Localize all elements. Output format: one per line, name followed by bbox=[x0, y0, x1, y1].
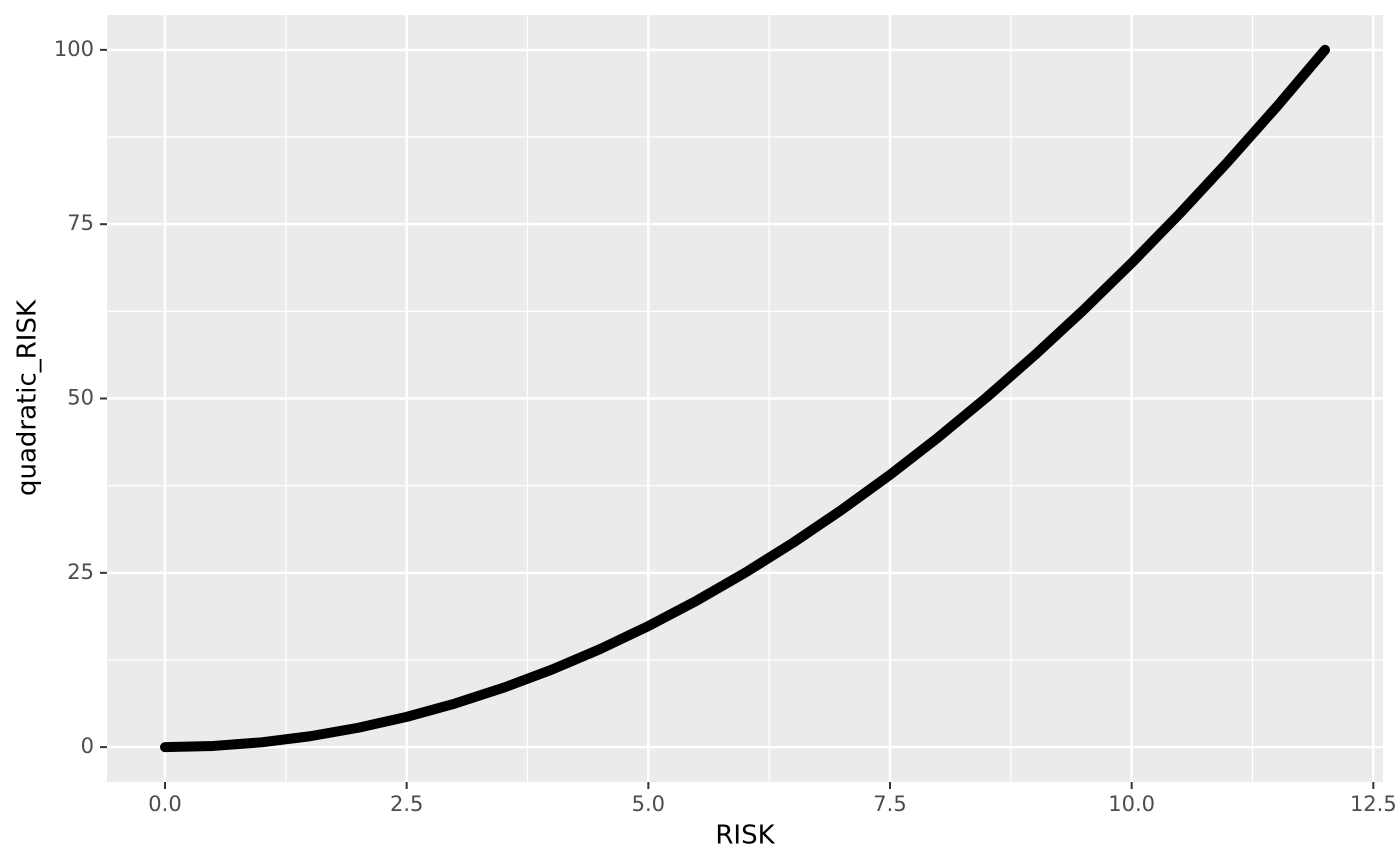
x-tick-label: 5.0 bbox=[632, 792, 665, 816]
y-tick-label: 100 bbox=[54, 37, 94, 61]
y-tick-label: 25 bbox=[67, 560, 94, 584]
y-tick-label: 0 bbox=[81, 734, 94, 758]
y-tick-label: 50 bbox=[67, 386, 94, 410]
data-line bbox=[160, 44, 1330, 753]
y-axis-title: quadratic_RISK bbox=[13, 299, 43, 496]
x-tick-label: 0.0 bbox=[148, 792, 181, 816]
x-tick-label: 7.5 bbox=[873, 792, 906, 816]
x-axis-title: RISK bbox=[715, 821, 775, 851]
x-tick-label: 2.5 bbox=[390, 792, 423, 816]
x-tick-label: 10.0 bbox=[1108, 792, 1155, 816]
y-tick-label: 75 bbox=[67, 211, 94, 235]
x-tick-label: 12.5 bbox=[1350, 792, 1397, 816]
